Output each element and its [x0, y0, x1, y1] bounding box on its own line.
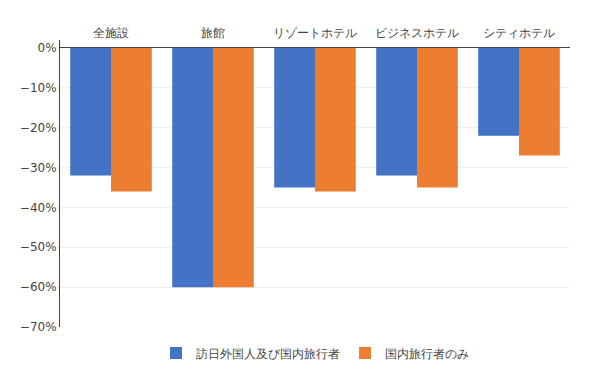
svg-text:ビジネスホテル: ビジネスホテル — [375, 26, 459, 40]
svg-text:旅館: 旅館 — [201, 26, 225, 40]
svg-text:国内旅行者のみ: 国内旅行者のみ — [385, 347, 469, 361]
svg-text:訪日外国人及び国内旅行者: 訪日外国人及び国内旅行者 — [196, 347, 340, 361]
svg-text:−70%: −70% — [20, 320, 57, 334]
svg-text:−30%: −30% — [20, 161, 57, 175]
svg-text:シティホテル: シティホテル — [483, 26, 555, 40]
svg-text:−40%: −40% — [20, 201, 57, 215]
svg-text:−60%: −60% — [20, 280, 57, 294]
svg-text:リゾートホテル: リゾートホテル — [273, 26, 357, 40]
svg-text:−10%: −10% — [20, 81, 57, 95]
svg-text:0%: 0% — [38, 41, 57, 55]
svg-text:全施設: 全施設 — [93, 26, 129, 40]
svg-text:−20%: −20% — [20, 121, 57, 135]
svg-text:−50%: −50% — [20, 240, 57, 254]
